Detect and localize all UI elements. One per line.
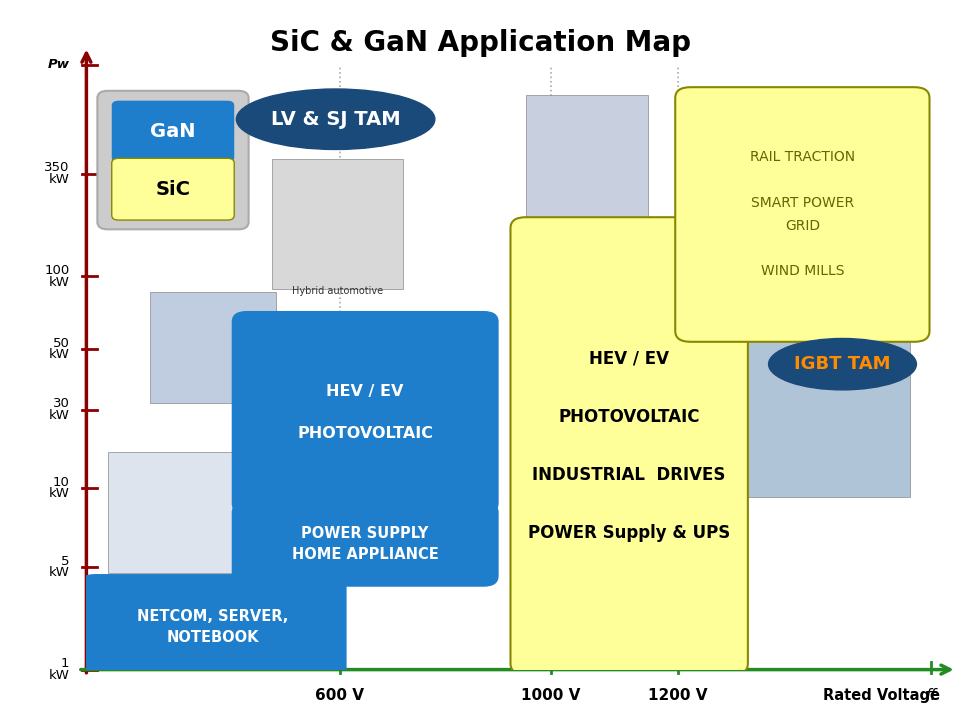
Text: 600 V: 600 V <box>315 688 365 703</box>
FancyBboxPatch shape <box>111 101 234 163</box>
Text: GaN: GaN <box>151 122 196 141</box>
Text: LV & SJ TAM: LV & SJ TAM <box>271 109 400 129</box>
Ellipse shape <box>769 338 917 390</box>
Text: 1
kW: 1 kW <box>49 657 69 682</box>
Text: 1200 V: 1200 V <box>648 688 708 703</box>
Text: 100
kW: 100 kW <box>44 264 69 289</box>
FancyBboxPatch shape <box>111 158 234 220</box>
Ellipse shape <box>236 89 435 150</box>
Text: 350
kW: 350 kW <box>44 161 69 186</box>
FancyBboxPatch shape <box>745 312 910 498</box>
Text: IGBT TAM: IGBT TAM <box>794 355 891 373</box>
Text: SiC & GaN Application Map: SiC & GaN Application Map <box>270 29 690 57</box>
FancyBboxPatch shape <box>675 87 929 342</box>
Text: Pw: Pw <box>47 58 69 71</box>
FancyBboxPatch shape <box>526 301 648 431</box>
FancyBboxPatch shape <box>231 501 498 587</box>
FancyBboxPatch shape <box>97 91 249 229</box>
Text: HEV / EV

PHOTOVOLTAIC: HEV / EV PHOTOVOLTAIC <box>298 384 433 441</box>
Text: 30
kW: 30 kW <box>49 397 69 422</box>
Text: Hybrid automotive: Hybrid automotive <box>292 286 383 295</box>
FancyBboxPatch shape <box>108 452 243 573</box>
Text: 1000 V: 1000 V <box>521 688 581 703</box>
Text: HEV / EV

PHOTOVOLTAIC

INDUSTRIAL  DRIVES

POWER Supply & UPS: HEV / EV PHOTOVOLTAIC INDUSTRIAL DRIVES … <box>528 349 731 542</box>
Text: 50
kW: 50 kW <box>49 337 69 361</box>
Text: 5
kW: 5 kW <box>49 554 69 579</box>
Text: SiC: SiC <box>156 180 190 199</box>
FancyBboxPatch shape <box>526 95 648 225</box>
Text: NETCOM, SERVER,
NOTEBOOK: NETCOM, SERVER, NOTEBOOK <box>137 609 289 645</box>
Text: RAIL TRACTION

SMART POWER
GRID

WIND MILLS: RAIL TRACTION SMART POWER GRID WIND MILL… <box>750 150 855 279</box>
FancyBboxPatch shape <box>150 292 276 403</box>
FancyBboxPatch shape <box>80 574 347 680</box>
FancyBboxPatch shape <box>511 217 748 675</box>
Text: ff: ff <box>925 688 937 703</box>
Text: 10
kW: 10 kW <box>49 476 69 500</box>
FancyBboxPatch shape <box>231 311 498 514</box>
FancyBboxPatch shape <box>273 158 403 289</box>
Text: POWER SUPPLY
HOME APPLIANCE: POWER SUPPLY HOME APPLIANCE <box>292 526 439 562</box>
Text: Rated Voltage: Rated Voltage <box>823 688 940 703</box>
